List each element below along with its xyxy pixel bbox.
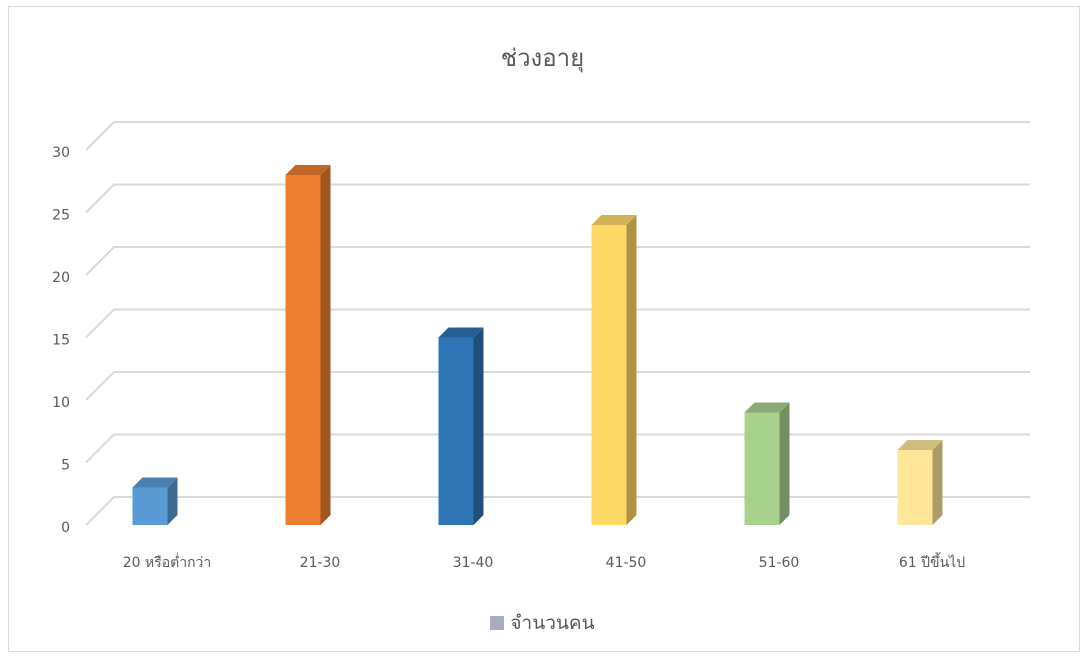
x-tick-label: 51-60 <box>759 555 800 571</box>
bar <box>591 215 637 525</box>
y-tick-label: 20 <box>52 270 70 286</box>
bar-side <box>626 215 637 525</box>
gridlines <box>85 121 1030 526</box>
bar-side <box>473 327 484 525</box>
y-tick-label: 0 <box>61 520 70 536</box>
x-axis-ticks: 20 หรือต่ำกว่า 21-30 31-40 41-50 51-60 61 ปีข… <box>123 552 966 571</box>
x-tick-label: 20 หรือต่ำกว่า <box>123 553 212 571</box>
bar <box>438 327 484 525</box>
y-tick-label: 30 <box>52 145 70 161</box>
gridline <box>85 121 1030 151</box>
y-tick-label: 25 <box>52 208 70 224</box>
bar-side <box>932 440 943 525</box>
legend-swatch <box>490 616 505 630</box>
bar-side <box>167 477 178 525</box>
bar <box>132 477 178 525</box>
gridline <box>85 496 1030 526</box>
bar-top <box>744 402 790 413</box>
bar-front <box>438 337 474 525</box>
bar-front <box>897 450 933 525</box>
x-tick-label: 61 ปีขึ้นไป <box>899 552 965 571</box>
bar <box>285 165 331 525</box>
bar-front <box>744 412 780 525</box>
chart-frame <box>8 6 1080 652</box>
x-tick-label: 31-40 <box>453 555 494 571</box>
chart-title: ช่วงอายุ <box>500 44 585 72</box>
bar-top <box>438 327 484 338</box>
x-tick-label: 21-30 <box>300 555 341 571</box>
bar <box>744 402 790 525</box>
bar-front <box>285 175 321 525</box>
bar-top <box>897 440 943 450</box>
legend: จำนวนคน <box>0 608 1085 638</box>
bar-top <box>285 165 331 175</box>
bar-side <box>779 402 790 525</box>
bar <box>897 440 943 525</box>
gridline <box>85 371 1030 401</box>
gridline <box>85 183 1030 214</box>
x-tick-label: 41-50 <box>606 555 647 571</box>
y-tick-label: 5 <box>61 458 70 474</box>
y-tick-label: 10 <box>52 395 70 411</box>
gridline <box>85 433 1030 464</box>
bar-front <box>132 487 168 525</box>
legend-label: จำนวนคน <box>510 612 595 634</box>
y-tick-label: 15 <box>52 333 70 349</box>
y-axis-ticks: 0 5 10 15 20 25 30 <box>52 145 70 536</box>
gridline <box>85 246 1030 276</box>
bar-side <box>320 165 331 525</box>
gridline <box>85 308 1030 339</box>
bar-top <box>591 215 637 225</box>
bars <box>132 165 943 525</box>
bar-front <box>591 225 627 525</box>
bar-top <box>132 477 178 488</box>
